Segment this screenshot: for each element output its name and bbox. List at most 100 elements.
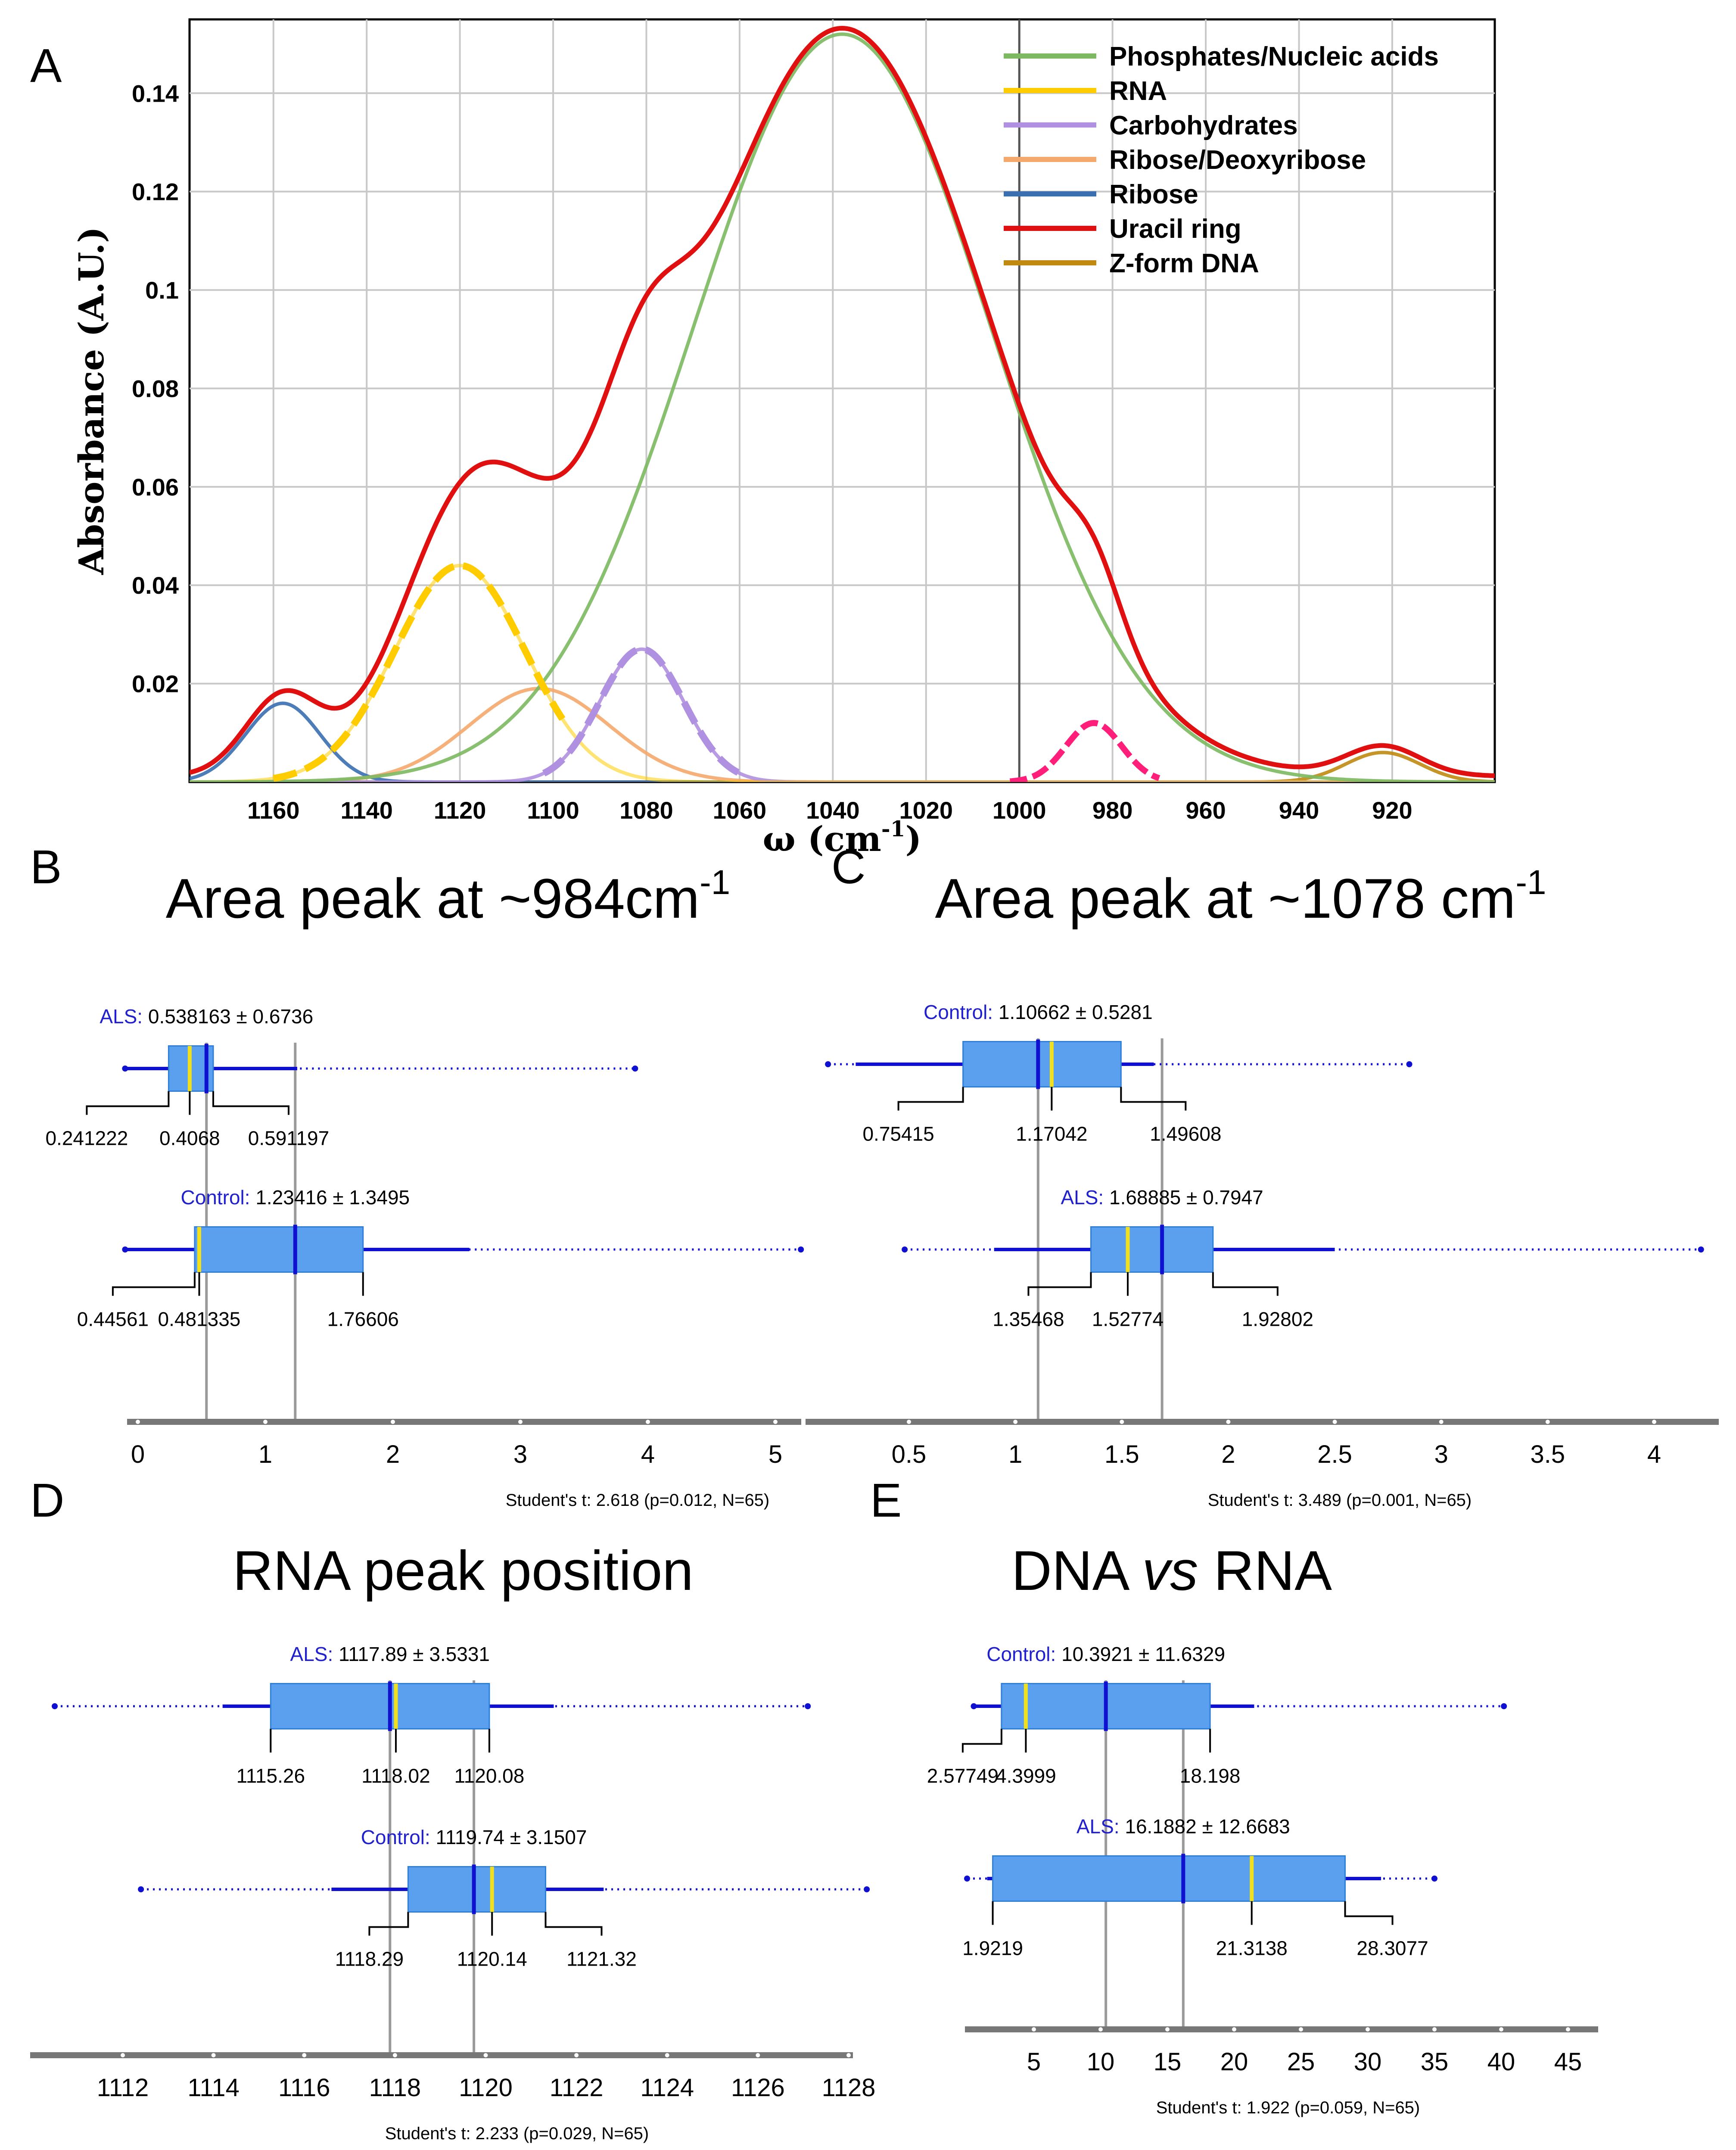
y-axis-label: Absorbance (A.U.)	[71, 227, 112, 575]
x-tick-dot	[907, 1420, 911, 1424]
label-leader	[1120, 1087, 1187, 1111]
plot-area	[188, 18, 1496, 783]
iqr-box	[962, 1041, 1122, 1087]
panel-a-chart: 1160 1140 1120 1100 1080 1060 1040 1020 1000 980 9…	[71, 18, 1496, 859]
x-tick-dot	[1652, 1420, 1656, 1424]
stat-text: Student's t: 3.489 (p=0.001, N=65)	[1208, 1491, 1472, 1510]
x-tick-label: 1120	[459, 2074, 513, 2102]
x-tick-dot	[518, 1420, 523, 1424]
group-name: ALS:	[100, 1005, 143, 1028]
panel-d-chart: RNA peak position 1112 1114 1116 1118 1120 112…	[30, 1539, 875, 2143]
quartile-label: 1.9219	[962, 1937, 1023, 1960]
panel-c-chart: Area peak at ~1078 cm-1 0.5 1 1.5 2 2.5 3 3.5 4 S…	[806, 863, 1719, 1510]
x-tick-dot	[211, 2053, 216, 2057]
group-stats: 1.10662 ± 0.5281	[993, 1001, 1153, 1023]
group-summary-label: ALS: 16.1882 ± 12.6683	[1076, 1815, 1290, 1838]
group-name: Control:	[180, 1186, 250, 1209]
quartile-label: 0.481335	[158, 1308, 241, 1331]
y-tick-label: 0.08	[132, 375, 179, 402]
panel-letter-A: A	[30, 39, 62, 92]
quartile-label: 1.35468	[992, 1308, 1064, 1331]
curve-uracil-ring-total	[190, 25, 1495, 778]
quartile-label: 1118.29	[335, 1948, 404, 1970]
x-tick-dot	[1232, 2027, 1236, 2032]
curve-pink-peak	[1010, 720, 1160, 782]
group-summary-label: Control: 1.23416 ± 1.3495	[180, 1186, 410, 1209]
curve-rna-dashed	[273, 562, 566, 782]
x-tick-label: 1116	[278, 2074, 330, 2102]
y-tick-label: 0.12	[132, 178, 179, 206]
panel-title: DNA vs RNA	[1011, 1539, 1332, 1602]
quartile-label: 0.4068	[159, 1127, 220, 1150]
x-tick-label: 4	[1647, 1440, 1661, 1468]
group-name: ALS:	[1061, 1186, 1104, 1209]
quartile-label: 18.198	[1180, 1765, 1241, 1787]
x-tick-label: 1060	[713, 797, 767, 824]
group-summary-label: ALS: 1117.89 ± 3.5331	[290, 1643, 490, 1665]
quartile-label: 0.241222	[45, 1127, 128, 1150]
iqr-box	[1090, 1226, 1214, 1273]
x-tick-label: 1140	[340, 797, 393, 824]
title-sup: -1	[1515, 863, 1546, 901]
iqr-box	[407, 1866, 547, 1913]
curve-phosphates-nucleic-acids	[190, 32, 1495, 782]
x-tick-label: 3	[513, 1440, 527, 1468]
iqr-box	[194, 1226, 364, 1273]
x-tick-dot	[263, 1420, 268, 1424]
x-tick-dot	[756, 2053, 760, 2057]
x-tick-dot	[846, 2053, 851, 2057]
x-tick-dot	[1499, 2027, 1503, 2032]
stat-text: Student's t: 1.922 (p=0.059, N=65)	[1156, 2098, 1420, 2117]
range-end-dot	[964, 1876, 970, 1882]
title-part-italic: vs	[1142, 1539, 1198, 1602]
title-sup: -1	[700, 863, 730, 901]
label-leader	[1212, 1272, 1279, 1296]
range-end-dot	[902, 1246, 908, 1253]
panel-b-chart: Area peak at ~984cm-1 0 1 2 3 4 5 Student's t: …	[45, 863, 804, 1510]
x-tick-label: 1000	[992, 797, 1046, 824]
x-tick-dot	[574, 2053, 579, 2057]
title-part: DNA	[1011, 1539, 1142, 1602]
x-tick-dot	[1545, 1420, 1550, 1424]
x-tick-label: 1080	[619, 797, 673, 824]
x-tick-label: 2	[1221, 1440, 1235, 1468]
legend-label: Uracil ring	[1109, 214, 1241, 244]
y-tick-label: 0.06	[132, 474, 179, 501]
x-tick-label: 1122	[550, 2074, 604, 2102]
range-end-dot	[1431, 1876, 1437, 1882]
x-tick-label: 920	[1372, 797, 1412, 824]
group-stats: 10.3921 ± 11.6329	[1056, 1643, 1225, 1665]
legend-label: Z-form DNA	[1109, 249, 1259, 278]
x-tick-label: 1040	[806, 797, 860, 824]
quartile-label: 1115.26	[236, 1765, 305, 1787]
legend: Phosphates/Nucleic acids RNA Carbohydrates…	[1004, 42, 1439, 278]
x-tick-label: 1126	[731, 2074, 785, 2102]
group-stats: 1117.89 ± 3.5331	[333, 1643, 490, 1665]
x-tick-label: 960	[1185, 797, 1226, 824]
title-main: Area peak at ~1078 cm	[935, 867, 1516, 930]
x-tick-label: 4	[641, 1440, 655, 1468]
x-tick-label: 1	[1008, 1440, 1022, 1468]
x-tick-dot	[773, 1420, 778, 1424]
group-stats: 1.23416 ± 1.3495	[250, 1186, 410, 1209]
x-tick-label: 940	[1279, 797, 1319, 824]
x-axis-label: ω (cm-1)	[763, 816, 922, 859]
title-main: Area peak at ~984cm	[166, 867, 700, 930]
quartile-label: 1121.32	[566, 1948, 637, 1970]
x-tick-dot	[646, 1420, 650, 1424]
x-tick-dot	[1439, 1420, 1444, 1424]
group-name: ALS:	[1076, 1815, 1120, 1838]
quartile-label: 4.3999	[996, 1765, 1056, 1787]
group-summary-label: Control: 10.3921 ± 11.6329	[986, 1643, 1225, 1665]
range-end-dot	[825, 1061, 831, 1067]
quartile-label: 1120.08	[454, 1765, 524, 1787]
stat-text: Student's t: 2.233 (p=0.029, N=65)	[385, 2124, 649, 2143]
x-tick-dot	[121, 2053, 125, 2057]
x-tick-label: 20	[1220, 2048, 1248, 2076]
x-tick-label: 5	[1027, 2048, 1041, 2076]
panel-letter-B: B	[30, 841, 62, 894]
legend-label: Carbohydrates	[1109, 111, 1298, 140]
legend-label: RNA	[1109, 76, 1167, 106]
group-stats: 16.1882 ± 12.6683	[1120, 1815, 1290, 1838]
x-tick-label: 1100	[527, 797, 579, 824]
